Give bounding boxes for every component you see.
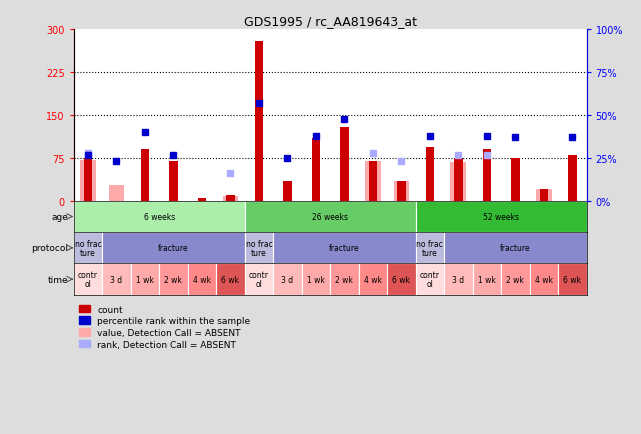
- Text: 3 d: 3 d: [453, 275, 464, 284]
- Bar: [197, 198, 206, 201]
- Bar: [74, 264, 102, 295]
- Bar: [415, 264, 444, 295]
- Bar: [245, 201, 415, 233]
- Bar: [108, 185, 124, 201]
- Bar: [426, 147, 434, 201]
- Bar: [568, 156, 576, 201]
- Bar: [102, 264, 131, 295]
- Text: 1 wk: 1 wk: [136, 275, 154, 284]
- Text: 1 wk: 1 wk: [307, 275, 325, 284]
- Text: 4 wk: 4 wk: [193, 275, 211, 284]
- Text: 4 wk: 4 wk: [535, 275, 553, 284]
- Bar: [84, 158, 92, 201]
- Text: 2 wk: 2 wk: [165, 275, 182, 284]
- Bar: [312, 139, 320, 201]
- Text: contr
ol: contr ol: [78, 270, 98, 289]
- Bar: [302, 264, 330, 295]
- Text: 6 wk: 6 wk: [221, 275, 239, 284]
- Text: 3 d: 3 d: [110, 275, 122, 284]
- Text: no frac
ture: no frac ture: [417, 239, 443, 257]
- Bar: [454, 158, 463, 201]
- Bar: [340, 127, 349, 201]
- Text: contr
ol: contr ol: [420, 270, 440, 289]
- Bar: [245, 264, 273, 295]
- Text: 2 wk: 2 wk: [335, 275, 353, 284]
- Text: no frac
ture: no frac ture: [74, 239, 101, 257]
- Bar: [80, 160, 96, 201]
- Bar: [387, 264, 415, 295]
- Text: 6 wk: 6 wk: [392, 275, 410, 284]
- Text: 26 weeks: 26 weeks: [312, 213, 348, 221]
- Bar: [273, 264, 302, 295]
- Text: fracture: fracture: [158, 244, 188, 253]
- Bar: [397, 181, 406, 201]
- Bar: [254, 42, 263, 201]
- Title: GDS1995 / rc_AA819643_at: GDS1995 / rc_AA819643_at: [244, 15, 417, 28]
- Bar: [415, 233, 444, 264]
- Bar: [226, 196, 235, 201]
- Bar: [159, 264, 188, 295]
- Bar: [245, 233, 273, 264]
- Bar: [540, 190, 548, 201]
- Bar: [472, 264, 501, 295]
- Bar: [483, 150, 491, 201]
- Bar: [216, 264, 245, 295]
- Legend: count, percentile rank within the sample, value, Detection Call = ABSENT, rank, : count, percentile rank within the sample…: [78, 304, 251, 350]
- Text: protocol: protocol: [31, 244, 69, 253]
- Bar: [415, 201, 587, 233]
- Bar: [131, 264, 159, 295]
- Text: age: age: [52, 213, 69, 221]
- Bar: [222, 197, 238, 201]
- Text: time: time: [48, 275, 69, 284]
- Bar: [444, 233, 587, 264]
- Text: 2 wk: 2 wk: [506, 275, 524, 284]
- Bar: [558, 264, 587, 295]
- Text: contr
ol: contr ol: [249, 270, 269, 289]
- Text: 1 wk: 1 wk: [478, 275, 495, 284]
- Bar: [369, 161, 377, 201]
- Bar: [358, 264, 387, 295]
- Bar: [536, 190, 552, 201]
- Text: 4 wk: 4 wk: [364, 275, 382, 284]
- Bar: [102, 233, 245, 264]
- Bar: [451, 163, 466, 201]
- Bar: [365, 161, 381, 201]
- Text: 52 weeks: 52 weeks: [483, 213, 519, 221]
- Bar: [511, 158, 520, 201]
- Bar: [74, 233, 102, 264]
- Bar: [394, 181, 409, 201]
- Bar: [188, 264, 216, 295]
- Bar: [501, 264, 529, 295]
- Bar: [169, 161, 178, 201]
- Bar: [273, 233, 415, 264]
- Bar: [330, 264, 358, 295]
- Text: no frac
ture: no frac ture: [246, 239, 272, 257]
- Bar: [529, 264, 558, 295]
- Text: fracture: fracture: [329, 244, 360, 253]
- Text: 6 wk: 6 wk: [563, 275, 581, 284]
- Bar: [444, 264, 472, 295]
- Text: 6 weeks: 6 weeks: [144, 213, 175, 221]
- Text: 3 d: 3 d: [281, 275, 294, 284]
- Bar: [74, 201, 245, 233]
- Text: fracture: fracture: [500, 244, 531, 253]
- Bar: [283, 181, 292, 201]
- Bar: [140, 150, 149, 201]
